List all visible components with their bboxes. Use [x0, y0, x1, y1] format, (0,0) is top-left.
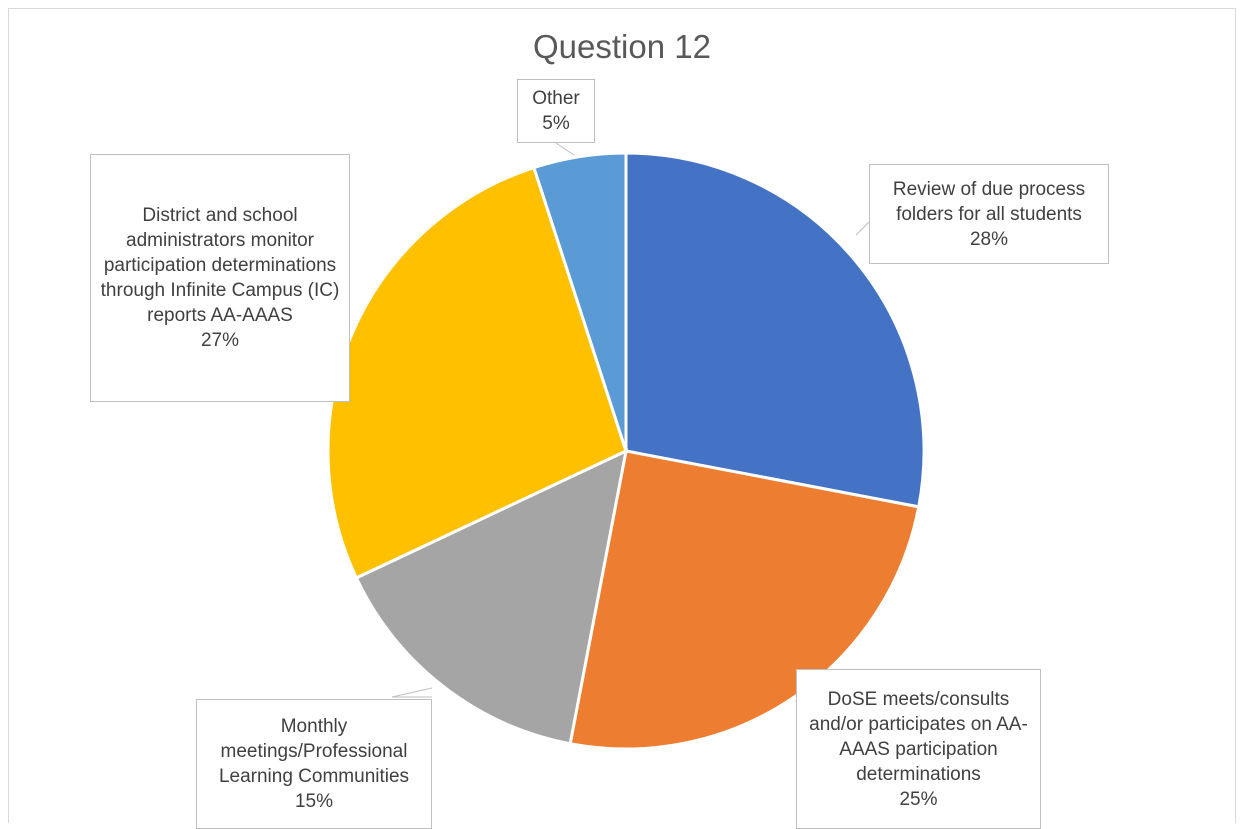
leader-monthly-meetings — [391, 687, 433, 698]
callout-label: District and school administrators monit… — [100, 205, 340, 326]
leader-other — [555, 142, 575, 156]
callout-label: Review of due process folders for all st… — [892, 178, 1086, 225]
callout-percent: 5% — [542, 113, 570, 134]
callout-dose-meets: DoSE meets/consults and/or participates … — [796, 669, 1041, 829]
chart-title: Question 12 — [533, 28, 711, 65]
callout-percent: 15% — [294, 791, 334, 812]
slice-review-due-process — [624, 151, 926, 509]
leader-review-due-process — [855, 221, 870, 236]
callout-monthly-meetings: Monthly meetings/Professional Learning C… — [196, 699, 432, 829]
slice-dose-meets — [568, 449, 921, 751]
callout-district-admins: District and school administrators monit… — [90, 154, 350, 402]
callout-percent: 28% — [969, 228, 1009, 250]
callout-percent: 27% — [200, 330, 240, 351]
callout-label: Monthly meetings/Professional Learning C… — [218, 716, 410, 787]
callout-label: DoSE meets/consults and/or participates … — [809, 688, 1028, 785]
slice-district-admins — [326, 165, 628, 580]
callout-label: Other — [532, 88, 580, 109]
pie-slices — [326, 151, 926, 751]
slice-monthly-meetings — [354, 448, 629, 746]
callout-other: Other 5% — [517, 79, 595, 143]
slice-other — [532, 151, 628, 452]
callout-review-due-process: Review of due process folders for all st… — [869, 164, 1109, 264]
callout-percent: 25% — [899, 788, 938, 810]
